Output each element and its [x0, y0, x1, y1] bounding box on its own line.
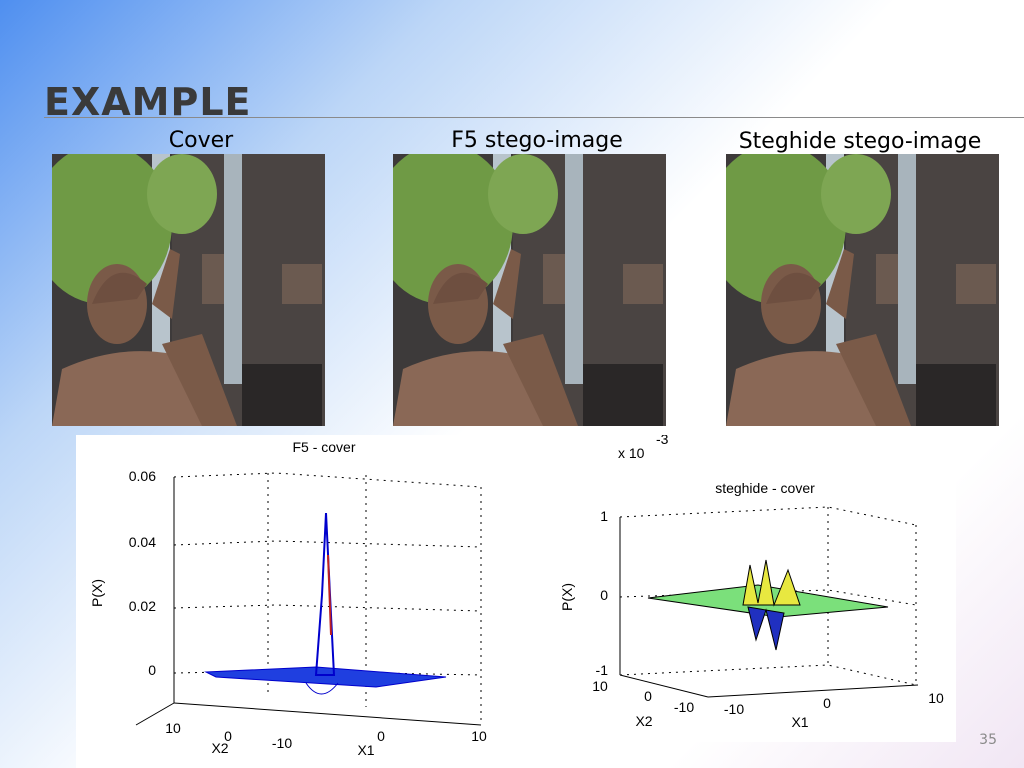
z-tick-label: 0.04 — [129, 534, 156, 550]
image-caption: Steghide stego-image — [738, 129, 982, 154]
image-caption: F5 stego-image — [451, 128, 623, 153]
z-label: P(X) — [89, 579, 105, 607]
scale-note: x 10 — [618, 445, 645, 461]
z-label: P(X) — [559, 583, 575, 611]
steghide-plot: x 10 -3 steghide - cover 1 0 -1 P(X) 10 … — [538, 435, 956, 742]
z-tick-label: 1 — [600, 508, 608, 524]
x2-label: X2 — [635, 713, 652, 729]
cover-photo — [52, 154, 325, 426]
x2-tick-label: 10 — [165, 720, 181, 736]
slide-title: EXAMPLE — [44, 80, 252, 124]
image-caption: Cover — [168, 128, 234, 153]
x1-tick-label: -10 — [724, 701, 744, 717]
page-number: 35 — [979, 732, 997, 748]
title-rule — [44, 117, 1024, 118]
x1-tick-label: 10 — [471, 728, 487, 744]
x2-tick-label: 0 — [644, 688, 652, 704]
x2-tick-label: 0 — [224, 728, 232, 744]
z-tick-label: 0.06 — [129, 468, 156, 484]
x1-tick-label: 0 — [823, 695, 831, 711]
scale-exponent: -3 — [656, 435, 669, 447]
x1-tick-label: 0 — [377, 728, 385, 744]
z-tick-label: 0 — [148, 662, 156, 678]
plot-title: steghide - cover — [715, 480, 815, 496]
x1-label: X1 — [357, 742, 374, 758]
x2-tick-label: -10 — [674, 699, 694, 715]
x1-tick-label: -10 — [272, 735, 292, 751]
x2-tick-label: 10 — [592, 678, 608, 694]
f5-plot: F5 - cover 0.06 0.04 0.02 0 P(X) 10 0 X2… — [76, 435, 536, 768]
steghide-photo — [726, 154, 999, 426]
z-tick-label: 0 — [600, 587, 608, 603]
x2-label: X2 — [211, 740, 228, 756]
z-tick-label: -1 — [596, 662, 609, 678]
f5-photo — [393, 154, 666, 426]
z-tick-label: 0.02 — [129, 598, 156, 614]
x1-tick-label: 10 — [928, 690, 944, 706]
plot-title: F5 - cover — [292, 439, 355, 455]
x1-label: X1 — [791, 714, 808, 730]
